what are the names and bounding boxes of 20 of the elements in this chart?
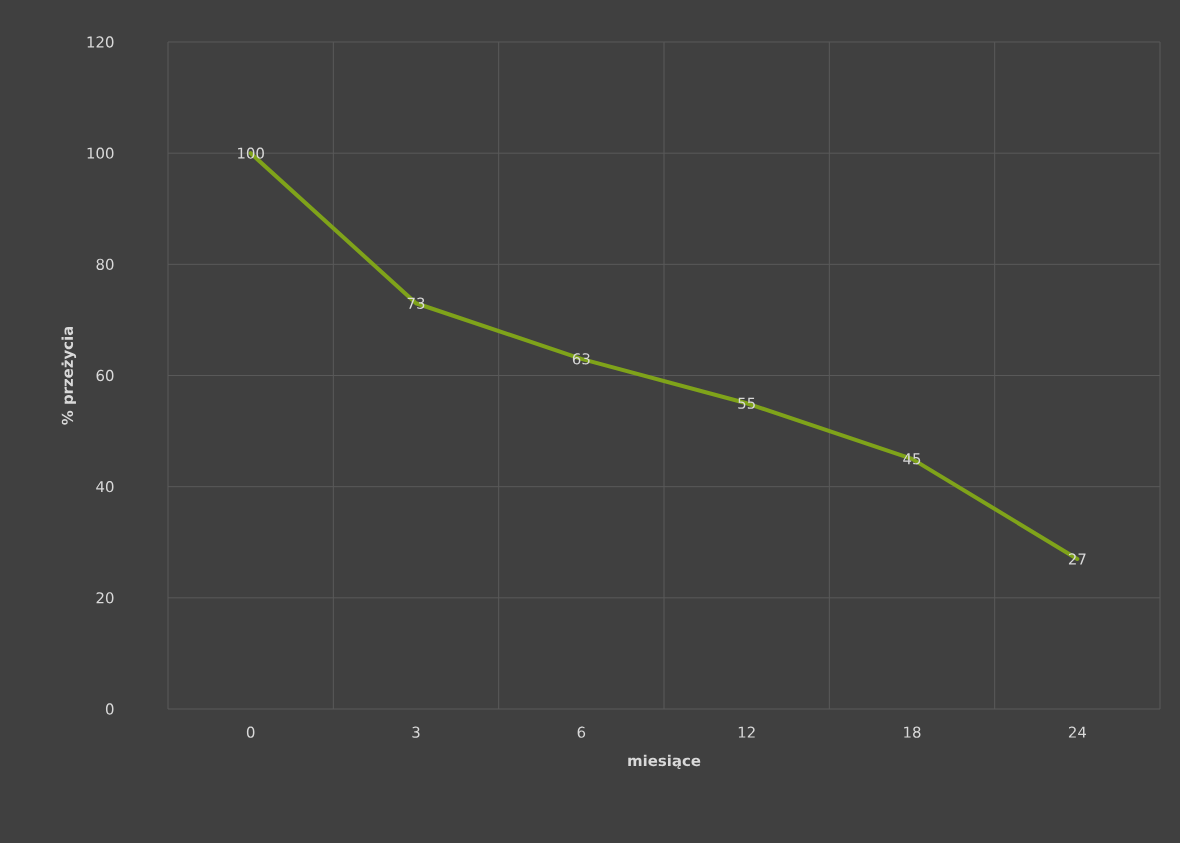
x-tick-label: 24 [1068,726,1087,738]
data-label: 100 [238,147,264,159]
x-tick-label: 12 [738,726,755,738]
x-axis-title: miesiące [628,754,701,769]
y-tick-label: 60 [96,369,114,382]
x-tick-label: 6 [577,726,586,738]
y-tick-label: 100 [87,147,114,159]
data-label: 63 [572,353,590,365]
data-label: 27 [1068,553,1086,565]
y-tick-label: 80 [96,258,114,270]
y-tick-label: 120 [87,36,114,48]
y-tick-label: 20 [96,592,114,604]
y-tick-label: 0 [105,703,114,715]
data-label: 45 [903,453,921,465]
y-tick-label: 40 [96,481,114,493]
x-tick-label: 0 [246,726,255,738]
data-label: 55 [738,397,755,409]
x-tick-label: 18 [904,726,921,738]
x-tick-label: 3 [412,726,420,738]
y-axis-title: % przeżycia [61,326,77,425]
